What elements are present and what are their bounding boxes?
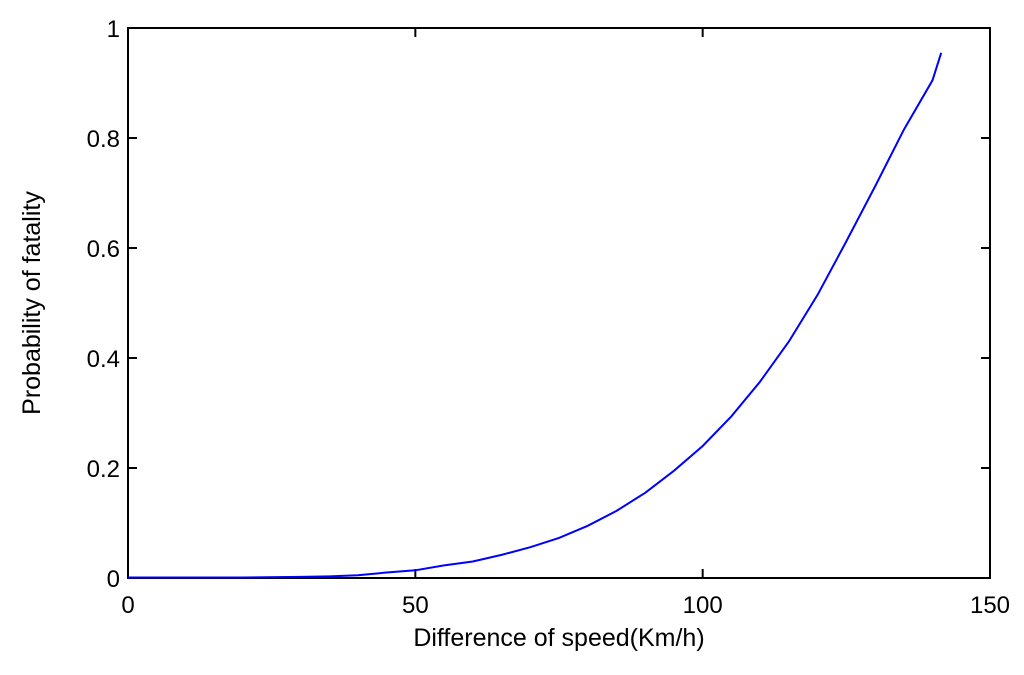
x-tick-label: 100 — [683, 592, 723, 619]
y-axis-label: Probability of fatality — [18, 191, 46, 415]
x-tick-label: 50 — [402, 592, 429, 619]
y-tick-label: 0.6 — [87, 236, 120, 263]
series-line — [128, 52, 943, 579]
axis-ticks — [127, 27, 991, 579]
y-tick-label: 1 — [107, 16, 120, 43]
x-axis-label: Difference of speed(Km/h) — [413, 624, 704, 652]
x-tick-label: 0 — [121, 592, 134, 619]
tick-labels: 0 50 100 150 0 0.2 0.4 0.6 0.8 1 — [87, 16, 1010, 619]
plot-area — [127, 27, 991, 579]
x-tick-label: 150 — [970, 592, 1010, 619]
y-tick-label: 0.4 — [87, 346, 120, 373]
y-tick-label: 0.8 — [87, 126, 120, 153]
y-tick-label: 0.2 — [87, 456, 120, 483]
y-tick-label: 0 — [107, 566, 120, 593]
